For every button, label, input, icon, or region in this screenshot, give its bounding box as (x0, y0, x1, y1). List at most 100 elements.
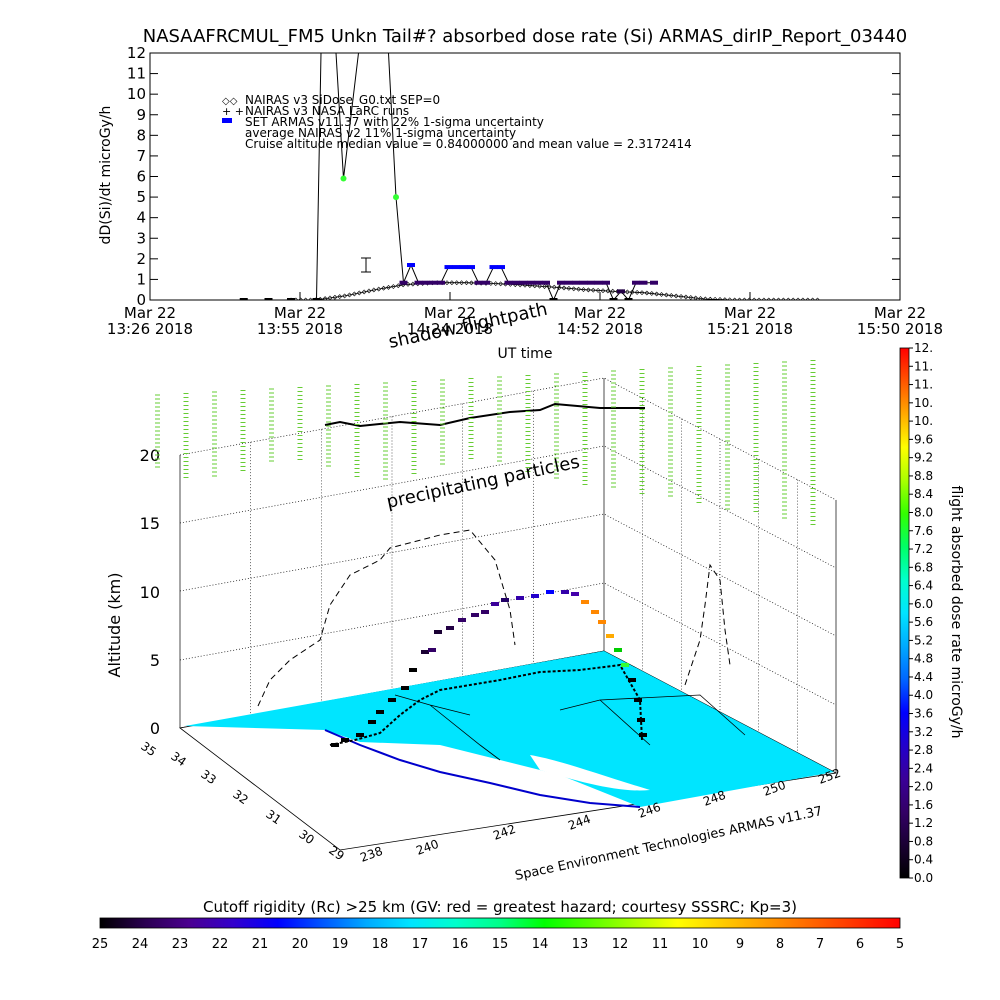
colorbar-vtick-label: 4.0 (914, 688, 933, 702)
nairas-diamond-marker (590, 287, 596, 293)
armas-marker (264, 298, 273, 300)
armas-marker (239, 298, 248, 300)
nairas-diamond-marker (795, 297, 801, 300)
flight-point-marker (434, 630, 442, 634)
flight-point-marker (356, 733, 364, 737)
nairas-diamond-marker (815, 297, 820, 300)
x-axis-label: UT time (498, 346, 553, 362)
colorbar-vtick-label: 4.8 (914, 652, 933, 666)
colorbar-vtick-label: 6.4 (914, 579, 933, 593)
flight-point-marker (401, 686, 409, 690)
nairas-diamond-marker (629, 289, 635, 295)
z-tick-20: 20 (140, 446, 160, 465)
armas-marker (504, 280, 513, 285)
nairas-diamond-marker (361, 289, 367, 295)
colorbar-htick-label: 24 (132, 937, 149, 952)
flight-point-marker (501, 598, 509, 602)
armas-marker (414, 280, 423, 285)
nairas-diamond-marker (610, 288, 616, 294)
legend-marker-diamond: ◇◇ (222, 96, 238, 107)
colorbar-htick-label: 16 (452, 937, 469, 952)
nairas-diamond-marker (542, 284, 547, 289)
nairas-diamond-marker (459, 280, 465, 286)
nairas-diamond-marker (576, 286, 582, 292)
nairas-diamond-marker (581, 287, 586, 293)
armas-marker (602, 280, 610, 285)
colorbar-htick-label: 14 (532, 937, 549, 952)
y-tick-label: 3 (136, 229, 146, 247)
nairas-diamond-marker (678, 294, 684, 299)
armas-marker (639, 280, 648, 285)
z-tick-15: 15 (140, 514, 160, 533)
nairas-diamond-marker (810, 297, 816, 300)
flight-point-marker (481, 610, 489, 614)
colorbar-htick-label: 12 (612, 937, 629, 952)
colorbar-vtick-label: 10. (914, 414, 933, 428)
nairas-diamond-marker (712, 296, 718, 300)
cutoff-rigidity-colorbar: Cutoff rigidity (Rc) >25 km (GV: red = g… (92, 898, 904, 952)
top-flightpath-line (324, 402, 645, 428)
lat-tick-33: 33 (198, 767, 219, 787)
flight-point-marker (331, 743, 339, 747)
map-floor (179, 650, 838, 851)
nairas-diamond-marker (776, 297, 781, 300)
flight-3d-plot: 0 5 10 15 20 Altitude (km) shadow flight… (105, 299, 843, 884)
nairas-diamond-marker (498, 281, 504, 287)
x-tick-label-date: Mar 22 (274, 304, 326, 322)
colorbar-vtick-label: 9.2 (914, 451, 933, 465)
armas-marker (512, 280, 520, 285)
y-tick-label: 7 (136, 147, 146, 165)
colorbar-htick-label: 19 (332, 937, 349, 952)
legend-entry-4: average NAIRAS v2 11% 1-sigma uncertaint… (245, 126, 516, 140)
colorbar-vtick-label: 1.6 (914, 798, 933, 812)
island-shape (530, 755, 650, 791)
nairas-diamond-marker (561, 285, 567, 291)
colorbar-vtick-label: 8.4 (914, 487, 933, 501)
nairas-diamond-marker (737, 297, 742, 300)
colorbar-vtick-label: 3.6 (914, 707, 933, 721)
nairas-diamond-marker (303, 297, 309, 300)
flight-point-marker (581, 600, 589, 604)
colorbar-htick-label: 17 (412, 937, 429, 952)
lat-tick-35: 35 (138, 739, 159, 759)
nairas-diamond-marker (556, 285, 562, 291)
flight-point-marker (471, 613, 479, 617)
colorbar-htick-label: 23 (172, 937, 189, 952)
nairas-diamond-marker (746, 297, 752, 300)
armas-marker (609, 298, 618, 300)
chart-title: NASAAFRCMUL_FM5 Unkn Tail#? absorbed dos… (143, 26, 908, 47)
x-tick-label-date: Mar 22 (724, 304, 776, 322)
lat-tick-31: 31 (263, 807, 284, 827)
nairas-diamond-marker (595, 288, 601, 293)
nairas-diamond-marker (785, 297, 791, 300)
lat-tick-34: 34 (168, 749, 189, 769)
ground-track (329, 663, 643, 746)
shadow-flightpath-curve-side (684, 563, 731, 686)
armas-marker (587, 280, 595, 285)
nairas-diamond-marker (537, 283, 543, 289)
legend-entry-1: NAIRAS v3 SiDose_G0.txt SEP=0 (245, 93, 440, 107)
nairas-diamond-marker (688, 295, 694, 300)
x-tick-label-time: 14:52 2018 (557, 320, 643, 338)
y-tick-label: 8 (136, 126, 146, 144)
flight-point-marker (628, 678, 636, 682)
annotation-precipitating-particles: precipitating particles (385, 451, 582, 512)
nairas-diamond-marker (327, 295, 333, 300)
colorbar-htick-label: 10 (692, 937, 709, 952)
nairas-diamond-marker (551, 284, 557, 290)
series-armas-line (243, 53, 654, 300)
flight-point-marker (571, 592, 579, 596)
flight-point-marker (561, 590, 569, 594)
armas-marker (594, 280, 603, 285)
nairas-diamond-marker (395, 283, 401, 289)
z-tick-5: 5 (150, 651, 160, 670)
lon-tick-238: 238 (358, 844, 384, 865)
x-tick-label-time: 15:50 2018 (857, 320, 943, 338)
wall-verticals (250, 390, 798, 753)
armas-marker (632, 280, 640, 285)
y-tick-label: 5 (136, 188, 146, 206)
nairas-diamond-marker (585, 287, 591, 293)
colorbar-htick-label: 22 (212, 937, 229, 952)
y-tick-label: 11 (127, 65, 146, 83)
